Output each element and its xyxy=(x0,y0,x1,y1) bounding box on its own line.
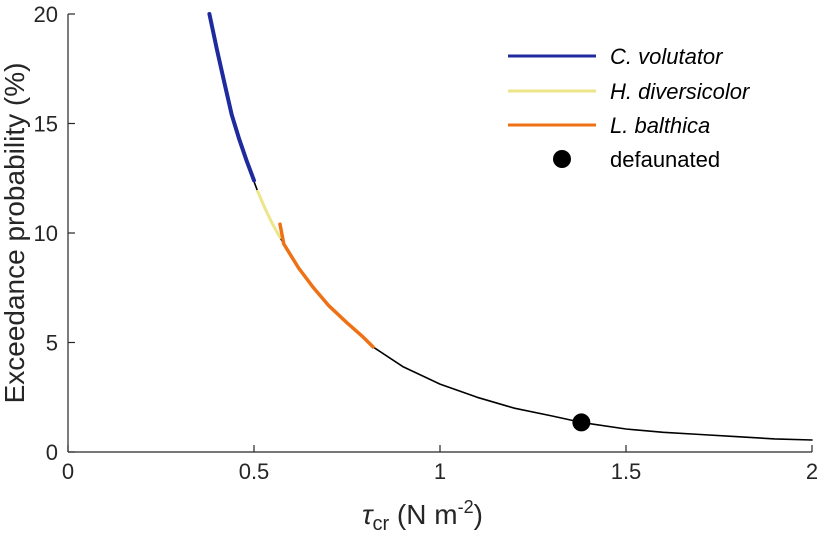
legend-label-defaunated: defaunated xyxy=(610,147,720,172)
y-axis-label: Exceedance probability (%) xyxy=(0,63,30,404)
x-tick-label: 0 xyxy=(62,459,74,484)
legend-marker-defaunated xyxy=(553,150,571,168)
y-tick-label: 0 xyxy=(46,440,58,465)
x-label-unit: (N m xyxy=(389,499,457,530)
y-ticks: 0 5 10 15 20 xyxy=(34,2,75,465)
x-tick-label: 1 xyxy=(434,459,446,484)
x-label-symbol: τ xyxy=(362,499,374,530)
plot-area xyxy=(207,12,813,441)
legend-label-balthica: L. balthica xyxy=(610,113,710,138)
legend: C. volutator H. diversicolor L. balthica… xyxy=(508,44,751,172)
legend-label-volutator: C. volutator xyxy=(610,44,724,69)
x-ticks: 0 0.5 1 1.5 2 xyxy=(62,445,818,484)
x-label-close: ) xyxy=(474,499,483,530)
x-label-exponent: -2 xyxy=(458,497,474,517)
y-tick-label: 20 xyxy=(34,2,58,27)
x-label-subscript: cr xyxy=(372,513,389,535)
x-tick-label: 2 xyxy=(806,459,818,484)
series-line-base xyxy=(208,13,813,441)
y-tick-label: 5 xyxy=(46,331,58,356)
x-axis-label: τcr (N m-2) xyxy=(362,497,483,535)
x-tick-label: 0.5 xyxy=(239,459,270,484)
x-tick-label: 1.5 xyxy=(611,459,642,484)
point-defaunated xyxy=(572,413,591,432)
series-line-volutator xyxy=(207,12,256,183)
legend-label-diversicolor: H. diversicolor xyxy=(610,79,751,104)
y-tick-label: 15 xyxy=(34,112,58,137)
y-tick-label: 10 xyxy=(34,221,58,246)
series-line-diversicolor xyxy=(256,189,282,239)
series-line-balthica xyxy=(278,222,375,349)
